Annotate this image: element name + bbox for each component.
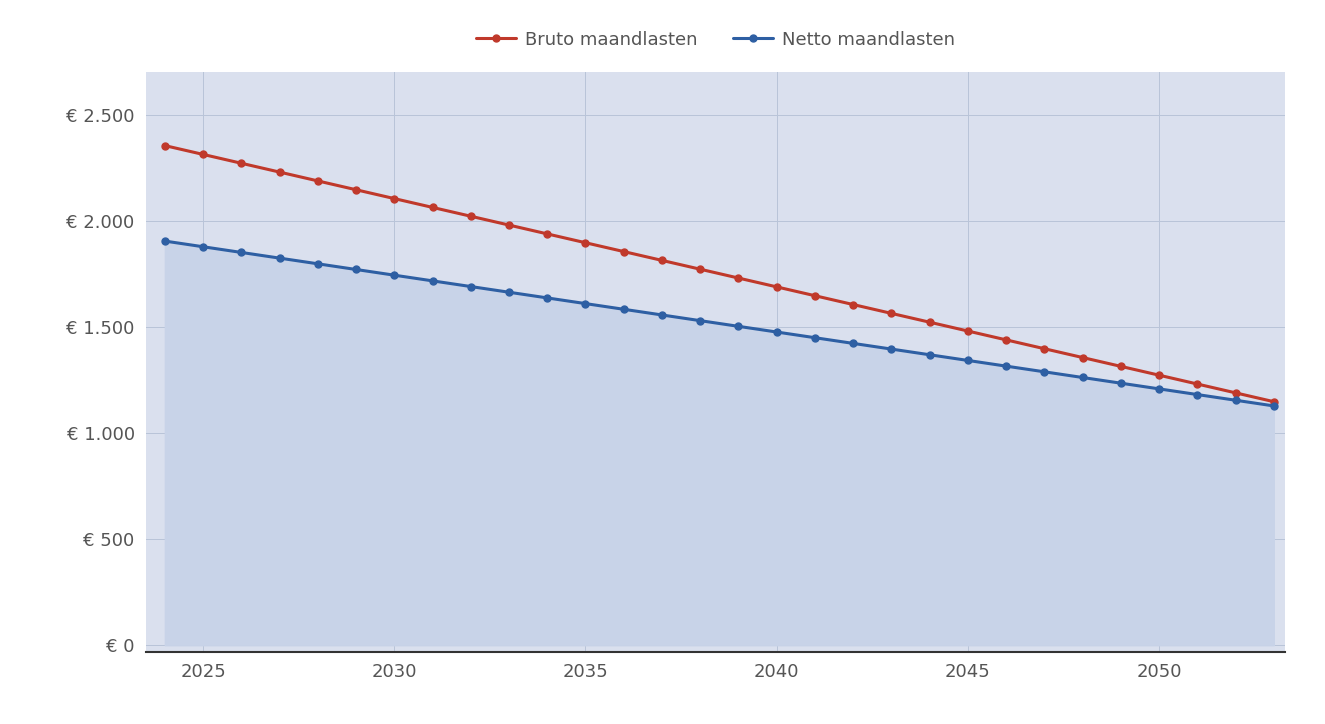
Bruto maandlasten — [655, 256, 670, 265]
Bruto maandlasten — [1190, 379, 1206, 388]
Bruto maandlasten — [156, 141, 172, 150]
Netto maandlasten — [195, 243, 211, 251]
Bruto maandlasten — [578, 238, 594, 247]
Netto maandlasten — [233, 248, 249, 257]
Bruto maandlasten — [922, 318, 938, 327]
Netto maandlasten — [1190, 390, 1206, 399]
Bruto maandlasten — [272, 168, 288, 177]
Bruto maandlasten — [768, 282, 784, 291]
Bruto maandlasten — [807, 291, 823, 300]
Bruto maandlasten — [1036, 345, 1052, 353]
Netto maandlasten — [1113, 379, 1129, 387]
Netto maandlasten — [539, 293, 555, 302]
Bruto maandlasten — [1227, 389, 1243, 397]
Line: Netto maandlasten: Netto maandlasten — [162, 237, 1277, 409]
Netto maandlasten — [501, 288, 517, 297]
Netto maandlasten — [959, 356, 975, 365]
Netto maandlasten — [884, 345, 900, 353]
Netto maandlasten — [1265, 402, 1281, 411]
Netto maandlasten — [998, 362, 1014, 371]
Netto maandlasten — [1075, 373, 1090, 382]
Netto maandlasten — [424, 277, 440, 285]
Netto maandlasten — [922, 350, 938, 359]
Bruto maandlasten — [424, 203, 440, 211]
Netto maandlasten — [655, 311, 670, 319]
Bruto maandlasten — [348, 185, 364, 194]
Bruto maandlasten — [692, 265, 708, 274]
Bruto maandlasten — [730, 274, 746, 282]
Netto maandlasten — [1227, 396, 1243, 405]
Bruto maandlasten — [387, 194, 403, 203]
Bruto maandlasten — [959, 327, 975, 335]
Netto maandlasten — [578, 299, 594, 308]
Bruto maandlasten — [1151, 371, 1167, 379]
Netto maandlasten — [348, 265, 364, 274]
Legend: Bruto maandlasten, Netto maandlasten: Bruto maandlasten, Netto maandlasten — [469, 23, 962, 56]
Netto maandlasten — [1151, 384, 1167, 393]
Bruto maandlasten — [310, 177, 326, 185]
Bruto maandlasten — [1075, 353, 1090, 362]
Bruto maandlasten — [884, 309, 900, 318]
Line: Bruto maandlasten: Bruto maandlasten — [162, 142, 1277, 405]
Netto maandlasten — [692, 316, 708, 325]
Bruto maandlasten — [1265, 397, 1281, 406]
Netto maandlasten — [310, 259, 326, 268]
Bruto maandlasten — [462, 212, 478, 221]
Bruto maandlasten — [501, 221, 517, 230]
Netto maandlasten — [272, 254, 288, 263]
Netto maandlasten — [616, 305, 632, 313]
Netto maandlasten — [156, 237, 172, 245]
Bruto maandlasten — [616, 247, 632, 256]
Bruto maandlasten — [233, 159, 249, 167]
Netto maandlasten — [387, 271, 403, 279]
Bruto maandlasten — [1113, 362, 1129, 371]
Bruto maandlasten — [539, 230, 555, 238]
Netto maandlasten — [1036, 368, 1052, 376]
Bruto maandlasten — [195, 150, 211, 159]
Netto maandlasten — [845, 339, 861, 348]
Netto maandlasten — [768, 328, 784, 337]
Netto maandlasten — [462, 282, 478, 291]
Bruto maandlasten — [998, 335, 1014, 344]
Bruto maandlasten — [845, 300, 861, 309]
Netto maandlasten — [730, 322, 746, 331]
Netto maandlasten — [807, 333, 823, 342]
